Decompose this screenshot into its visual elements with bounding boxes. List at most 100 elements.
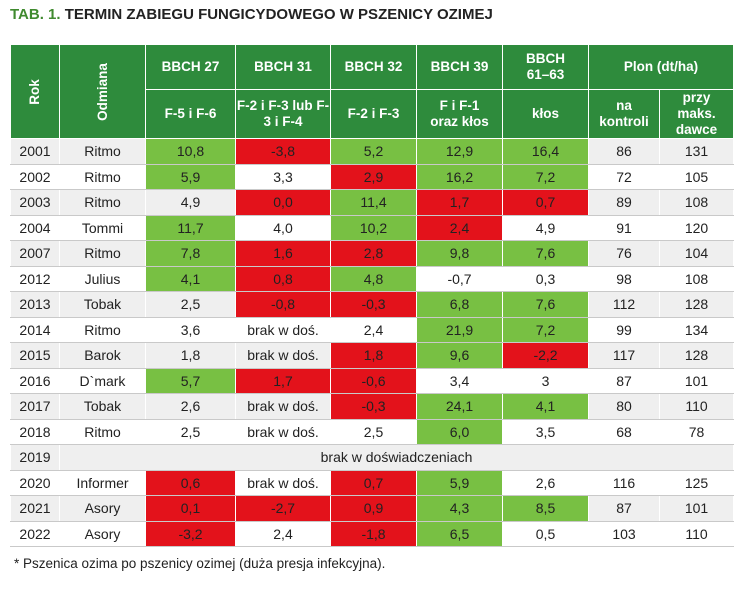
cell-plon-kontrola: 112: [588, 291, 660, 318]
cell-b27: 3,6: [145, 316, 236, 343]
table-row: 2007 Ritmo 7,8 1,6 2,8 9,8 7,6 76 104: [10, 240, 734, 267]
cell-odmiana: D`mark: [59, 367, 146, 394]
table-caption: TERMIN ZABIEGU FUNGICYDOWEGO W PSZENICY …: [64, 6, 493, 23]
cell-b32: -0,3: [330, 393, 417, 420]
cell-odmiana: Ritmo: [59, 163, 146, 190]
table-row: 2018 Ritmo 2,5 brak w doś. 2,5 6,0 3,5 68 78: [10, 418, 734, 445]
cell-rok: 2016: [10, 367, 60, 394]
header-bbch27: BBCH 27: [145, 44, 236, 90]
cell-plon-maks: 101: [659, 367, 734, 394]
cell-plon-maks: 108: [659, 265, 734, 292]
cell-b61: 0,3: [502, 265, 589, 292]
cell-plon-maks: 105: [659, 163, 734, 190]
cell-b39: 3,4: [416, 367, 503, 394]
cell-rok: 2001: [10, 138, 60, 165]
subheader-bbch27: F-5 i F-6: [145, 89, 236, 139]
cell-rok: 2015: [10, 342, 60, 369]
cell-b61: 3: [502, 367, 589, 394]
cell-note: brak w doświadczeniach: [59, 444, 734, 471]
cell-b61: 16,4: [502, 138, 589, 165]
cell-plon-maks: 128: [659, 342, 734, 369]
cell-rok: 2022: [10, 520, 60, 547]
footnote: * Pszenica ozima po pszenicy ozimej (duż…: [14, 556, 386, 571]
table-body: 2001 Ritmo 10,8 -3,8 5,2 12,9 16,4 86 131 2002 Rit…: [10, 138, 734, 547]
cell-plon-maks: 120: [659, 214, 734, 241]
table-row: 2014 Ritmo 3,6 brak w doś. 2,4 21,9 7,2 99 134: [10, 316, 734, 343]
cell-plon-kontrola: 86: [588, 138, 660, 165]
cell-b32: 4,8: [330, 265, 417, 292]
cell-plon-maks: 128: [659, 291, 734, 318]
cell-odmiana: Ritmo: [59, 138, 146, 165]
cell-b39: 9,8: [416, 240, 503, 267]
cell-rok: 2020: [10, 469, 60, 496]
header-bbch32: BBCH 32: [330, 44, 417, 90]
cell-b39: 6,8: [416, 291, 503, 318]
cell-b61: 7,2: [502, 163, 589, 190]
cell-b27: 5,7: [145, 367, 236, 394]
cell-b31: 1,7: [235, 367, 331, 394]
cell-b31: 1,6: [235, 240, 331, 267]
table-row: 2012 Julius 4,1 0,8 4,8 -0,7 0,3 98 108: [10, 265, 734, 292]
cell-plon-kontrola: 80: [588, 393, 660, 420]
cell-plon-maks: 110: [659, 520, 734, 547]
cell-odmiana: Tommi: [59, 214, 146, 241]
cell-plon-kontrola: 87: [588, 367, 660, 394]
cell-rok: 2002: [10, 163, 60, 190]
cell-b39: 2,4: [416, 214, 503, 241]
table-row: 2016 D`mark 5,7 1,7 -0,6 3,4 3 87 101: [10, 367, 734, 394]
cell-rok: 2014: [10, 316, 60, 343]
table-row: 2013 Tobak 2,5 -0,8 -0,3 6,8 7,6 112 128: [10, 291, 734, 318]
subheader-bbch31: F-2 i F-3 lub F-3 i F-4: [235, 89, 331, 139]
cell-plon-maks: 104: [659, 240, 734, 267]
cell-b27: 2,5: [145, 291, 236, 318]
cell-b27: 11,7: [145, 214, 236, 241]
header-bbch39: BBCH 39: [416, 44, 503, 90]
cell-b27: 0,6: [145, 469, 236, 496]
cell-b32: 2,9: [330, 163, 417, 190]
cell-b61: 8,5: [502, 495, 589, 522]
cell-plon-kontrola: 116: [588, 469, 660, 496]
table-row: 2003 Ritmo 4,9 0,0 11,4 1,7 0,7 89 108: [10, 189, 734, 216]
cell-odmiana: Ritmo: [59, 189, 146, 216]
cell-b39: 6,5: [416, 520, 503, 547]
cell-plon-kontrola: 99: [588, 316, 660, 343]
cell-b61: 7,6: [502, 291, 589, 318]
cell-b32: -1,8: [330, 520, 417, 547]
cell-b61: 2,6: [502, 469, 589, 496]
cell-plon-kontrola: 89: [588, 189, 660, 216]
cell-b32: 2,4: [330, 316, 417, 343]
cell-b39: 6,0: [416, 418, 503, 445]
cell-plon-kontrola: 103: [588, 520, 660, 547]
cell-b39: 5,9: [416, 469, 503, 496]
table-title: TAB. 1. TERMIN ZABIEGU FUNGICYDOWEGO W P…: [10, 6, 493, 23]
cell-b39: -0,7: [416, 265, 503, 292]
cell-rok: 2018: [10, 418, 60, 445]
cell-b31: -3,8: [235, 138, 331, 165]
cell-plon-maks: 78: [659, 418, 734, 445]
cell-odmiana: Asory: [59, 520, 146, 547]
cell-b61: 0,5: [502, 520, 589, 547]
table-row: 2019 brak w doświadczeniach: [10, 444, 734, 471]
cell-b32: 1,8: [330, 342, 417, 369]
cell-b31: -0,8: [235, 291, 331, 318]
cell-plon-maks: 125: [659, 469, 734, 496]
table-row: 2002 Ritmo 5,9 3,3 2,9 16,2 7,2 72 105: [10, 163, 734, 190]
cell-b27: 2,6: [145, 393, 236, 420]
subheader-plon-kontrola: na kontroli: [588, 89, 660, 139]
cell-b27: 0,1: [145, 495, 236, 522]
header-rok-label: Rok: [26, 78, 42, 105]
cell-b61: 4,1: [502, 393, 589, 420]
cell-plon-kontrola: 87: [588, 495, 660, 522]
cell-b31: 0,0: [235, 189, 331, 216]
header-bbch61: BBCH 61–63: [502, 44, 589, 90]
subheader-plon-maks: przy maks. dawce: [659, 89, 734, 139]
subheader-bbch61: kłos: [502, 89, 589, 139]
cell-rok: 2019: [10, 444, 60, 471]
table-row: 2022 Asory -3,2 2,4 -1,8 6,5 0,5 103 110: [10, 520, 734, 547]
cell-b27: 2,5: [145, 418, 236, 445]
subheader-bbch39: F i F-1 oraz kłos: [416, 89, 503, 139]
cell-odmiana: Julius: [59, 265, 146, 292]
cell-b27: 10,8: [145, 138, 236, 165]
cell-b61: 3,5: [502, 418, 589, 445]
cell-plon-maks: 101: [659, 495, 734, 522]
